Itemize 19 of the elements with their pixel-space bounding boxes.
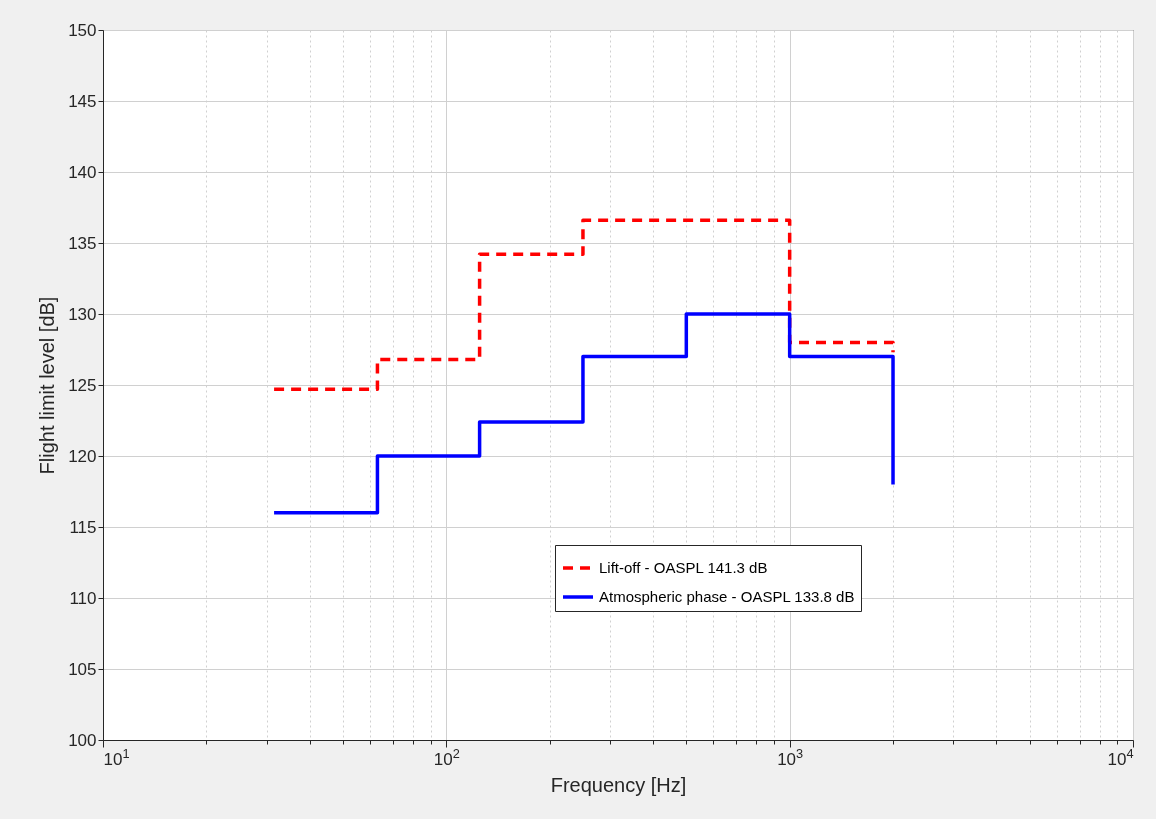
- y-tick-label: 105: [68, 659, 97, 679]
- x-tick-label: 10$^{3}$: [777, 745, 804, 769]
- y-tick-label: 130: [68, 304, 97, 324]
- y-axis-title: Flight limit level [dB]: [36, 296, 59, 475]
- y-tick-label: 145: [68, 91, 97, 111]
- legend-label: Lift-off - OASPL 141.3 dB: [599, 559, 768, 576]
- y-tick-label: 115: [69, 517, 97, 537]
- x-axis-title: Frequency [Hz]: [550, 773, 687, 796]
- y-tick-label: 120: [68, 446, 97, 466]
- y-tick-label: 140: [68, 162, 97, 182]
- y-tick-label: 150: [68, 20, 97, 40]
- y-tick-label: 125: [68, 375, 97, 395]
- legend-label: Atmospheric phase - OASPL 133.8 dB: [599, 588, 855, 605]
- x-tick-label: 10$^{1}$: [103, 745, 130, 769]
- x-tick-label: 10$^{2}$: [433, 745, 460, 769]
- x-tick-label: 10$^{4}$: [1107, 745, 1134, 769]
- y-tick-label: 100: [68, 730, 97, 750]
- y-tick-label: 110: [69, 588, 97, 608]
- y-tick-label: 135: [68, 233, 97, 253]
